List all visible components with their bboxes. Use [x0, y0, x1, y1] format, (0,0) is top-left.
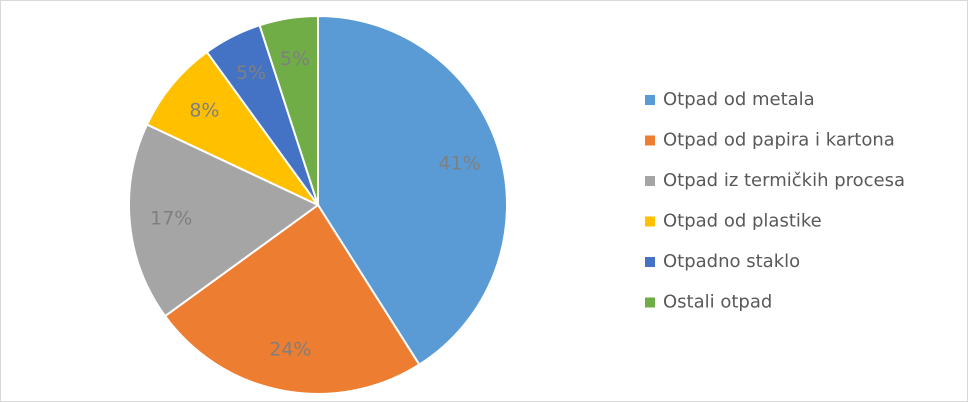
pie-slice [317, 14, 508, 366]
data-label: 5% [280, 48, 310, 70]
legend-swatch [645, 176, 655, 186]
legend-label: Otpad od metala [663, 89, 815, 110]
legend-swatch [645, 95, 655, 105]
data-label: 17% [150, 207, 192, 229]
legend-swatch [645, 257, 655, 267]
pie-slice [128, 123, 320, 318]
legend-label: Otpad od plastike [663, 211, 822, 232]
pie-slice [258, 14, 319, 206]
legend-swatch [645, 297, 655, 308]
legend-label: Otpad od papira i kartona [663, 130, 895, 151]
legend-swatch [645, 216, 655, 227]
data-label: 41% [438, 152, 480, 174]
legend-label: Otpadno staklo [663, 251, 800, 272]
pie-slice [163, 203, 421, 395]
pie-slice [145, 50, 319, 206]
legend-swatch [645, 135, 655, 146]
data-label: 24% [269, 338, 311, 360]
legend-label: Otpad iz termičkih procesa [663, 170, 905, 191]
data-label: 8% [189, 100, 219, 122]
legend-label: Ostali otpad [663, 292, 772, 313]
data-label: 5% [236, 62, 266, 84]
